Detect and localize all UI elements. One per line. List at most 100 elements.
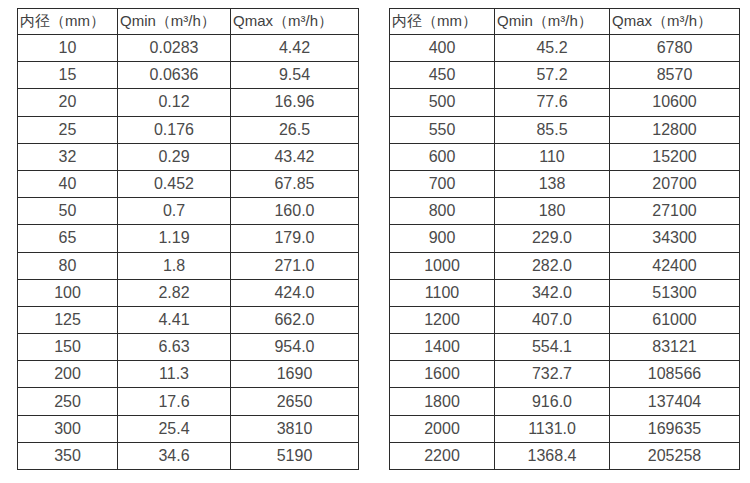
cell-diameter: 65 [18, 225, 118, 252]
cell-qmax: 271.0 [231, 252, 359, 279]
cell-qmax: 51300 [610, 279, 740, 306]
cell-diameter: 350 [18, 442, 118, 469]
table-row: 20001131.0169635 [390, 415, 740, 442]
cell-qmin: 282.0 [495, 252, 610, 279]
cell-qmin: 229.0 [495, 225, 610, 252]
cell-diameter: 500 [390, 89, 495, 116]
table-row: 80018027100 [390, 198, 740, 225]
cell-qmin: 1.8 [118, 252, 231, 279]
cell-qmax: 137404 [610, 388, 740, 415]
cell-qmax: 954.0 [231, 334, 359, 361]
cell-diameter: 25 [18, 116, 118, 143]
table-row: 40045.26780 [390, 35, 740, 62]
cell-qmin: 0.0636 [118, 62, 231, 89]
table-row: 60011015200 [390, 143, 740, 170]
table-row: 320.2943.42 [18, 143, 359, 170]
table-row: 50077.610600 [390, 89, 740, 116]
col-header-qmax: Qmax（m³/h） [231, 9, 359, 35]
cell-qmin: 45.2 [495, 35, 610, 62]
cell-diameter: 40 [18, 170, 118, 197]
table-row: 651.19179.0 [18, 225, 359, 252]
cell-diameter: 15 [18, 62, 118, 89]
cell-qmax: 26.5 [231, 116, 359, 143]
cell-qmin: 77.6 [495, 89, 610, 116]
cell-diameter: 80 [18, 252, 118, 279]
cell-qmax: 20700 [610, 170, 740, 197]
table-row: 400.45267.85 [18, 170, 359, 197]
cell-qmax: 160.0 [231, 198, 359, 225]
cell-qmin: 916.0 [495, 388, 610, 415]
cell-qmin: 554.1 [495, 334, 610, 361]
col-header-diameter: 内径（mm） [18, 9, 118, 35]
cell-qmax: 2650 [231, 388, 359, 415]
cell-diameter: 100 [18, 279, 118, 306]
table-row: 55085.512800 [390, 116, 740, 143]
cell-qmin: 1368.4 [495, 442, 610, 469]
cell-qmax: 4.42 [231, 35, 359, 62]
cell-qmin: 57.2 [495, 62, 610, 89]
cell-diameter: 1000 [390, 252, 495, 279]
cell-qmax: 16.96 [231, 89, 359, 116]
cell-qmax: 3810 [231, 415, 359, 442]
cell-diameter: 300 [18, 415, 118, 442]
cell-diameter: 1100 [390, 279, 495, 306]
cell-qmin: 17.6 [118, 388, 231, 415]
cell-diameter: 400 [390, 35, 495, 62]
cell-qmax: 662.0 [231, 306, 359, 333]
cell-qmin: 138 [495, 170, 610, 197]
table-row: 25017.62650 [18, 388, 359, 415]
cell-qmin: 25.4 [118, 415, 231, 442]
header-row: 内径（mm） Qmin（m³/h） Qmax（m³/h） [18, 9, 359, 35]
cell-diameter: 150 [18, 334, 118, 361]
cell-qmin: 0.452 [118, 170, 231, 197]
col-header-diameter: 内径（mm） [390, 9, 495, 35]
table-row: 100.02834.42 [18, 35, 359, 62]
cell-diameter: 1400 [390, 334, 495, 361]
table-row: 900229.034300 [390, 225, 740, 252]
flow-table-small-diameters: 内径（mm） Qmin（m³/h） Qmax（m³/h） 100.02834.4… [17, 8, 359, 470]
cell-qmax: 424.0 [231, 279, 359, 306]
cell-qmin: 4.41 [118, 306, 231, 333]
cell-qmax: 34300 [610, 225, 740, 252]
cell-qmax: 6780 [610, 35, 740, 62]
cell-qmax: 169635 [610, 415, 740, 442]
cell-qmax: 10600 [610, 89, 740, 116]
table-row: 250.17626.5 [18, 116, 359, 143]
cell-qmin: 110 [495, 143, 610, 170]
cell-qmax: 83121 [610, 334, 740, 361]
cell-diameter: 550 [390, 116, 495, 143]
cell-diameter: 32 [18, 143, 118, 170]
cell-qmin: 1.19 [118, 225, 231, 252]
cell-diameter: 700 [390, 170, 495, 197]
cell-qmax: 108566 [610, 361, 740, 388]
cell-diameter: 125 [18, 306, 118, 333]
cell-qmin: 34.6 [118, 442, 231, 469]
table-row: 45057.28570 [390, 62, 740, 89]
cell-qmax: 12800 [610, 116, 740, 143]
cell-diameter: 20 [18, 89, 118, 116]
cell-qmax: 43.42 [231, 143, 359, 170]
header-row: 内径（mm） Qmin（m³/h） Qmax（m³/h） [390, 9, 740, 35]
cell-qmin: 11.3 [118, 361, 231, 388]
flow-table-large-diameters: 内径（mm） Qmin（m³/h） Qmax（m³/h） 40045.26780… [389, 8, 740, 470]
cell-diameter: 2000 [390, 415, 495, 442]
cell-qmin: 342.0 [495, 279, 610, 306]
cell-diameter: 2200 [390, 442, 495, 469]
cell-diameter: 200 [18, 361, 118, 388]
cell-qmax: 27100 [610, 198, 740, 225]
cell-qmin: 6.63 [118, 334, 231, 361]
table-row: 1800916.0137404 [390, 388, 740, 415]
cell-qmax: 205258 [610, 442, 740, 469]
cell-qmax: 42400 [610, 252, 740, 279]
cell-qmin: 0.7 [118, 198, 231, 225]
cell-diameter: 50 [18, 198, 118, 225]
cell-qmax: 8570 [610, 62, 740, 89]
col-header-qmin: Qmin（m³/h） [495, 9, 610, 35]
table-row: 1200407.061000 [390, 306, 740, 333]
table-row: 1600732.7108566 [390, 361, 740, 388]
cell-diameter: 450 [390, 62, 495, 89]
cell-qmin: 0.176 [118, 116, 231, 143]
table-row: 35034.65190 [18, 442, 359, 469]
table-row: 20011.31690 [18, 361, 359, 388]
table-row: 1254.41662.0 [18, 306, 359, 333]
